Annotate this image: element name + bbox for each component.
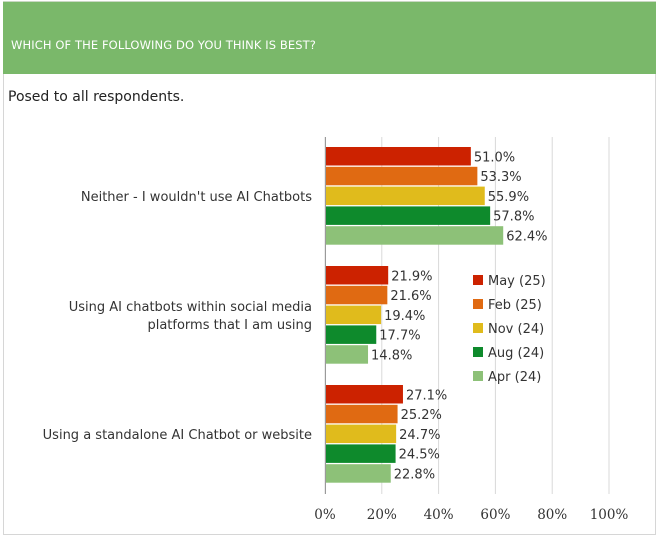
- bar: [326, 385, 403, 404]
- data-label: 55.9%: [488, 190, 529, 205]
- data-label: 51.0%: [474, 150, 515, 165]
- legend-swatch: [473, 275, 483, 285]
- data-label: 14.8%: [371, 348, 412, 363]
- legend-swatch: [473, 347, 483, 357]
- bar: [326, 464, 391, 483]
- bar: [326, 325, 377, 344]
- data-label: 62.4%: [506, 229, 547, 244]
- bar: [326, 305, 382, 325]
- data-label: 19.4%: [384, 309, 425, 324]
- category-label: Neither - I wouldn't use AI Chatbots: [81, 190, 312, 205]
- legend-swatch: [473, 299, 483, 309]
- x-tick-label: 40%: [424, 507, 454, 523]
- data-label: 25.2%: [401, 408, 442, 423]
- data-label: 57.8%: [493, 210, 534, 225]
- data-label: 22.8%: [394, 467, 435, 482]
- bar: [326, 285, 388, 305]
- x-tick-label: 80%: [537, 507, 567, 523]
- legend: May (25) Feb (25) Nov (24) Aug (24) Apr (24): [473, 274, 546, 385]
- bar: [326, 166, 478, 186]
- header-banner: WHICH OF THE FOLLOWING DO YOU THINK IS B…: [3, 1, 656, 74]
- value-labels: 51.0% 21.9% 27.1% 53.3% 21.6% 25.2% 55.9% 19.4%…: [371, 150, 547, 482]
- legend-swatch: [473, 323, 483, 333]
- chart-frame: [3, 74, 656, 535]
- bar: [326, 226, 504, 245]
- data-label: 27.1%: [406, 388, 447, 403]
- data-label: 21.9%: [391, 269, 432, 284]
- data-label: 53.3%: [480, 170, 521, 185]
- bar: [326, 266, 389, 285]
- page-title: WHICH OF THE FOLLOWING DO YOU THINK IS B…: [11, 38, 316, 52]
- legend-swatch: [473, 371, 483, 381]
- bar: [326, 147, 471, 166]
- data-label: 24.5%: [399, 448, 440, 463]
- category-label: Using a standalone AI Chatbot or website: [43, 428, 312, 443]
- category-label: platforms that I am using: [147, 318, 312, 333]
- x-tick-label: 60%: [480, 507, 510, 523]
- x-tick-label: 0%: [314, 507, 336, 523]
- legend-entry: Feb (25): [488, 298, 542, 313]
- data-label: 24.7%: [399, 428, 440, 443]
- data-label: 17.7%: [379, 329, 420, 344]
- bar: [326, 404, 398, 424]
- bar: [326, 186, 485, 206]
- bars: [326, 147, 504, 483]
- legend-entry: Aug (24): [488, 346, 544, 361]
- category-labels: Neither - I wouldn't use AI Chatbots Usin…: [43, 190, 313, 443]
- legend-entry: May (25): [488, 274, 546, 289]
- bar: [326, 424, 397, 444]
- category-label: Using AI chatbots within social media: [69, 300, 312, 315]
- chart-subtitle: Posed to all respondents.: [8, 89, 185, 105]
- data-label: 21.6%: [390, 289, 431, 304]
- bar: [326, 345, 369, 364]
- x-tick-labels: 0% 20% 40% 60% 80% 100%: [314, 507, 628, 523]
- legend-entry: Apr (24): [488, 370, 541, 385]
- bar: [326, 444, 396, 463]
- legend-entry: Nov (24): [488, 322, 544, 337]
- bar: [326, 206, 491, 225]
- x-tick-label: 20%: [367, 507, 397, 523]
- x-tick-label: 100%: [590, 507, 629, 523]
